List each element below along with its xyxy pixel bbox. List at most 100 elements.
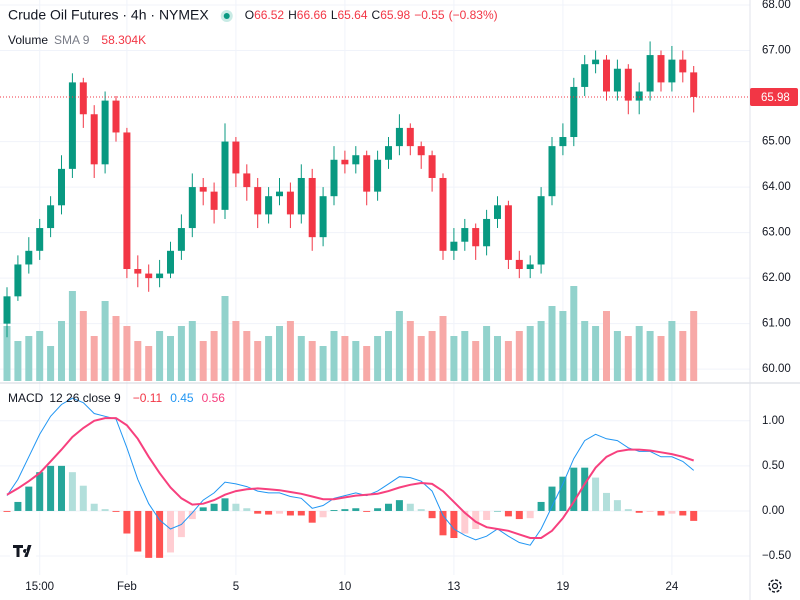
candle-body — [243, 173, 251, 188]
candle-body — [112, 100, 120, 133]
macd-histogram-bar — [537, 501, 545, 511]
candle-body — [232, 141, 240, 174]
y-tick-label: 67.00 — [762, 45, 791, 57]
volume-bar — [276, 326, 283, 381]
macd-histogram-bar — [36, 472, 44, 511]
volume-bar — [450, 336, 458, 381]
y2-tick-label: 0.00 — [762, 505, 784, 517]
macd-histogram-bar — [385, 503, 392, 511]
y-tick-label: 68.00 — [762, 0, 791, 11]
macd-histogram-bar — [145, 510, 153, 558]
status-dot — [223, 13, 230, 19]
y-tick-label: 62.00 — [762, 272, 791, 284]
candle-body — [690, 72, 698, 97]
macd-params: 12 26 close 9 — [49, 391, 121, 405]
candle-body — [483, 218, 491, 247]
volume-bar — [101, 301, 109, 381]
candle-body — [25, 250, 33, 265]
macd-line — [6, 397, 695, 546]
candle-body — [123, 132, 131, 270]
volume-name: Volume — [8, 33, 48, 47]
logo — [9, 537, 37, 565]
candle-body — [592, 59, 600, 65]
macd-pane — [3, 397, 698, 558]
candle-body — [559, 137, 567, 147]
y-tick-label: 60.00 — [762, 363, 791, 375]
macd-histogram-bar — [363, 510, 371, 512]
volume-bar — [559, 311, 567, 381]
macd-histogram-bar — [14, 501, 22, 511]
candle-body — [254, 187, 262, 215]
settings-icon[interactable] — [768, 579, 782, 593]
logo-mark — [13, 545, 32, 557]
candle-body — [417, 146, 425, 156]
volume-pane — [3, 286, 698, 381]
candle-body — [221, 141, 229, 210]
volume-bar — [548, 306, 556, 381]
macd-histogram-bar — [199, 507, 207, 511]
macd-histogram-bar — [406, 503, 414, 511]
volume-bar — [156, 331, 164, 381]
candle-body — [308, 177, 316, 238]
macd-histogram-bar — [559, 476, 567, 511]
macd-histogram-bar — [657, 510, 665, 516]
macd-hist-value: −0.11 — [133, 391, 163, 405]
macd-histogram-bar — [25, 486, 33, 511]
candle-body — [68, 82, 76, 169]
gear-hub[interactable] — [771, 582, 779, 590]
volume-bar — [395, 311, 403, 381]
volume-bar — [232, 321, 240, 381]
volume-bar — [210, 331, 218, 381]
volume-bar — [624, 336, 632, 381]
candle-body — [341, 159, 349, 165]
macd-histogram-bar — [134, 510, 142, 552]
macd-histogram-bar — [472, 510, 480, 529]
candle-body — [439, 177, 447, 251]
volume-bar — [374, 336, 382, 381]
macd-histogram-bar — [68, 472, 76, 511]
volume-bar — [36, 331, 44, 381]
candle-body — [145, 273, 153, 279]
price-pane — [0, 41, 750, 338]
macd-histogram-bar — [461, 510, 469, 534]
candle-body — [374, 159, 382, 192]
gear[interactable] — [768, 579, 782, 593]
candle-body — [167, 250, 174, 274]
candle-body — [461, 228, 469, 242]
candle-body — [657, 55, 665, 83]
volume-bar — [297, 336, 305, 381]
candle-body — [395, 127, 403, 147]
volume-bar — [145, 346, 153, 381]
candle-body — [330, 159, 338, 197]
volume-bar — [603, 311, 610, 381]
macd-histogram-bar — [3, 510, 11, 512]
volume-bar — [341, 336, 349, 381]
legend-key: L — [331, 8, 338, 22]
volume-bar — [646, 331, 654, 381]
macd-histogram-bar — [308, 510, 316, 523]
macd-histogram-bar — [613, 500, 621, 511]
macd-histogram-bar — [450, 510, 458, 539]
macd-histogram-bar — [581, 467, 589, 511]
volume-bar — [526, 326, 534, 381]
macd-histogram-bar — [79, 485, 87, 511]
legend-key: H — [288, 8, 297, 22]
volume-bar — [592, 326, 600, 381]
macd-value: 0.45 — [170, 391, 194, 405]
volume-bar — [668, 321, 676, 381]
candle-body — [156, 273, 164, 279]
candle-body — [385, 146, 392, 160]
volume-bar — [25, 336, 33, 381]
macd-histogram-bar — [112, 510, 120, 512]
legend-value: 65.98 — [380, 8, 410, 22]
macd-histogram-bar — [395, 500, 403, 511]
volume-bar — [581, 321, 589, 381]
candle-body — [319, 196, 327, 238]
candle-body — [188, 187, 196, 229]
y2-tick-label: 1.00 — [762, 415, 784, 427]
candle-body — [668, 59, 676, 83]
candle-body — [134, 269, 142, 274]
volume-bar — [134, 341, 142, 381]
change-pct: (−0.83%) — [449, 8, 498, 22]
macd-histogram-bar — [417, 509, 425, 511]
